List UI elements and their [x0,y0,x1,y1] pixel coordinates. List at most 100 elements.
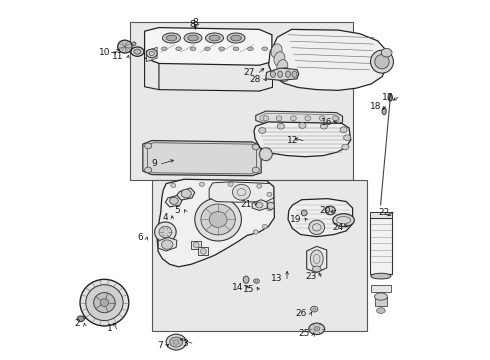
Ellipse shape [228,182,233,186]
Ellipse shape [201,204,235,235]
Ellipse shape [247,47,253,50]
Text: 28: 28 [250,75,261,84]
Ellipse shape [262,47,268,50]
Ellipse shape [371,273,391,279]
Text: 8: 8 [192,18,197,27]
Ellipse shape [253,230,258,234]
Ellipse shape [309,220,324,234]
Ellipse shape [227,33,245,43]
Ellipse shape [233,47,239,50]
Text: 18: 18 [370,102,381,111]
Polygon shape [145,58,159,90]
Ellipse shape [267,202,274,210]
Polygon shape [157,179,274,267]
Ellipse shape [381,48,392,57]
Ellipse shape [166,334,186,350]
Ellipse shape [199,182,204,186]
Text: 22: 22 [378,208,389,217]
Polygon shape [143,140,261,176]
Ellipse shape [86,285,123,320]
Ellipse shape [270,71,275,77]
Ellipse shape [100,299,109,307]
Text: 2: 2 [74,319,80,328]
Ellipse shape [200,248,206,254]
Ellipse shape [161,47,167,50]
Ellipse shape [219,47,224,50]
Text: 25: 25 [298,329,310,338]
Ellipse shape [145,167,152,173]
Ellipse shape [184,33,202,43]
Ellipse shape [276,116,282,121]
Text: 26: 26 [295,309,307,318]
Ellipse shape [319,116,325,121]
Ellipse shape [77,316,84,321]
Ellipse shape [310,250,323,268]
Ellipse shape [209,35,220,41]
Ellipse shape [132,42,136,45]
Ellipse shape [259,128,266,134]
Ellipse shape [257,184,262,188]
Text: 8: 8 [189,19,195,28]
Ellipse shape [190,47,196,50]
Ellipse shape [256,202,263,208]
Ellipse shape [375,54,389,69]
Ellipse shape [277,60,288,74]
Ellipse shape [343,135,351,140]
Ellipse shape [370,50,393,73]
Polygon shape [209,182,274,202]
Ellipse shape [252,144,259,150]
Ellipse shape [292,71,297,77]
Polygon shape [147,47,157,62]
Polygon shape [166,195,182,207]
Ellipse shape [188,35,198,41]
Text: 13: 13 [271,274,283,283]
Ellipse shape [181,189,191,198]
Ellipse shape [340,127,347,133]
Ellipse shape [325,206,335,215]
Ellipse shape [254,279,259,283]
Ellipse shape [388,94,392,101]
Ellipse shape [163,33,180,43]
Ellipse shape [194,242,199,248]
Ellipse shape [377,308,385,314]
Ellipse shape [305,116,311,121]
Polygon shape [198,247,208,255]
Ellipse shape [170,197,178,204]
Text: 27: 27 [244,68,255,77]
Text: 16: 16 [321,118,333,127]
Ellipse shape [333,116,338,121]
Ellipse shape [80,279,129,326]
Ellipse shape [145,143,152,149]
Ellipse shape [204,47,210,50]
Text: 6: 6 [137,233,143,242]
Text: 12: 12 [288,136,299,145]
Ellipse shape [259,148,272,161]
Ellipse shape [155,222,176,242]
Ellipse shape [267,207,272,211]
Ellipse shape [314,327,319,331]
Ellipse shape [195,198,242,241]
Ellipse shape [263,116,269,121]
Text: 7: 7 [157,341,163,350]
Ellipse shape [243,276,249,283]
Ellipse shape [134,49,141,54]
Ellipse shape [262,225,267,229]
Ellipse shape [280,68,291,82]
Bar [375,297,387,306]
Ellipse shape [161,240,173,249]
Polygon shape [177,188,195,200]
Polygon shape [269,30,388,90]
Ellipse shape [170,337,183,347]
Bar [370,212,392,219]
Ellipse shape [291,116,296,121]
Ellipse shape [231,35,242,41]
Text: 20: 20 [319,206,331,215]
Text: 3: 3 [182,339,188,348]
Ellipse shape [131,47,144,56]
Text: 15: 15 [243,285,254,294]
Text: 21: 21 [240,200,251,209]
Ellipse shape [159,226,172,238]
Text: 5: 5 [175,206,180,215]
Ellipse shape [342,144,349,150]
Ellipse shape [166,35,177,41]
